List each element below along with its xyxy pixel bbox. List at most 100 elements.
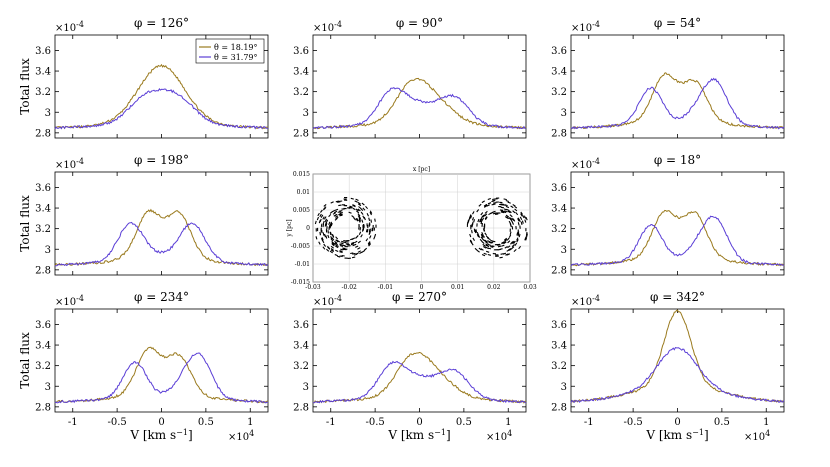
map-y-tick-label: 0.01 [297, 189, 310, 196]
panel-title: φ = 18° [654, 153, 701, 167]
x-axis-label: V [km s−1] [129, 428, 192, 442]
plot-frame [570, 34, 785, 139]
plot-frame [312, 34, 527, 139]
y-tick-label: 3.6 [35, 320, 51, 331]
panel-5: -0.03 -0.02 -0.01 0 0.01 0.02 0.03 -0.015 -0.01 -… [286, 166, 537, 291]
y-tick-label: 3.2 [35, 224, 51, 235]
y-exponent-label: ×10-4 [55, 20, 84, 34]
map-x-axis-label: x [pc] [413, 166, 430, 173]
map-y-tick-label: 0 [306, 225, 310, 232]
x-tick-label: 1 [763, 417, 769, 428]
panel-8: 2.8 3 3.2 3.4 3.6 -1 -0.5 0 0.5 1 ×10-4 φ = 270° V [… [293, 290, 527, 443]
y-exponent-label: ×10-4 [313, 20, 342, 34]
plot-frame [54, 171, 269, 276]
map-y-axis-label: y [pc] [286, 219, 293, 237]
panel-title: φ = 234° [134, 290, 189, 304]
map-y-tick-label: -0.005 [291, 243, 310, 250]
y-tick-label: 3 [303, 108, 309, 119]
panel-7: 2.8 3 3.2 3.4 3.6 -1 -0.5 0 0.5 1 ×10-4 φ = 234° Tot… [18, 290, 269, 443]
legend-entry: θ = 31.79° [214, 53, 258, 62]
x-tick-label: 0.5 [198, 417, 214, 428]
panel-title: φ = 198° [134, 153, 189, 167]
y-tick-label: 3 [303, 382, 309, 393]
y-tick-label: 3.6 [293, 320, 309, 331]
x-axis-label: V [km s−1] [387, 428, 450, 442]
map-x-tick-label: 0.01 [451, 284, 464, 291]
y-tick-label: 3 [45, 108, 51, 119]
y-tick-label: 3.6 [293, 46, 309, 57]
x-tick-label: -0.5 [623, 417, 642, 428]
plot-frame [54, 308, 269, 413]
series-line-theta-18 [54, 63, 269, 130]
y-tick-label: 3.2 [551, 87, 567, 98]
series-line-theta-31 [570, 215, 785, 267]
series-line-theta-31 [312, 360, 527, 404]
x-tick-label: 1 [247, 417, 253, 428]
y-exponent-label: ×10-4 [571, 20, 600, 34]
y-tick-label: 3 [45, 382, 51, 393]
y-tick-label: 3.2 [35, 361, 51, 372]
y-tick-label: 2.8 [551, 265, 567, 276]
x-exponent-label: ×104 [744, 429, 770, 443]
y-tick-label: 3.4 [551, 341, 567, 352]
y-tick-label: 3 [45, 245, 51, 256]
y-tick-label: 3.4 [35, 341, 51, 352]
panel-title: φ = 342° [650, 290, 705, 304]
legend-box [195, 38, 265, 64]
y-tick-label: 3.4 [293, 67, 309, 78]
y-tick-label: 3.4 [35, 204, 51, 215]
series-line-theta-31 [54, 88, 268, 130]
map-y-tick-label: 0.015 [293, 171, 310, 178]
x-tick-label: -0.5 [107, 417, 126, 428]
y-tick-label: 3.6 [551, 320, 567, 331]
x-tick-label: 0.5 [456, 417, 472, 428]
series-line-theta-31 [312, 86, 527, 130]
y-tick-label: 3 [561, 245, 567, 256]
panel-1: 2.8 3 3.2 3.4 3.6 ×10-4 φ = 126° θ = 18.19°θ = … [18, 16, 269, 139]
panel-3: 2.8 3 3.2 3.4 3.6 ×10-4 φ = 54° [551, 16, 785, 139]
y-tick-label: 3 [561, 382, 567, 393]
x-tick-label: -1 [68, 417, 78, 428]
panel-title: φ = 90° [396, 16, 443, 30]
series-line-theta-31 [570, 347, 785, 404]
y-tick-label: 3.4 [35, 67, 51, 78]
panel-6: 2.8 3 3.2 3.4 3.6 ×10-4 φ = 18° [551, 153, 785, 276]
y-tick-label: 3.6 [35, 183, 51, 194]
y-tick-label: 3.4 [551, 67, 567, 78]
y-axis-label: Total flux [18, 195, 32, 252]
map-y-tick-label: 0.005 [293, 207, 310, 214]
y-tick-label: 3 [561, 108, 567, 119]
y-axis-label: Total flux [18, 58, 32, 115]
map-x-tick-label: -0.01 [378, 284, 393, 291]
series-line-theta-18 [54, 208, 269, 267]
y-tick-label: 2.8 [293, 128, 309, 139]
x-axis-label: V [km s−1] [645, 428, 708, 442]
x-tick-label: 0 [674, 417, 680, 428]
y-tick-label: 3.4 [551, 204, 567, 215]
x-tick-label: 0.5 [714, 417, 730, 428]
y-tick-label: 2.8 [35, 265, 51, 276]
y-tick-label: 3.2 [551, 361, 567, 372]
y-tick-label: 3.2 [551, 224, 567, 235]
map-x-tick-label: 0.03 [523, 284, 537, 291]
y-exponent-label: ×10-4 [55, 157, 84, 171]
series-line-theta-31 [54, 352, 269, 404]
x-exponent-label: ×104 [486, 429, 512, 443]
panel-title: φ = 54° [654, 16, 701, 30]
y-tick-label: 2.8 [551, 402, 567, 413]
map-x-tick-label: -0.03 [305, 284, 321, 291]
y-axis-label: Total flux [18, 332, 32, 389]
legend-entry: θ = 18.19° [214, 43, 258, 52]
y-tick-label: 3.2 [293, 87, 309, 98]
y-tick-label: 3.6 [551, 46, 567, 57]
plot-frame [570, 171, 785, 276]
series-line-theta-18 [312, 351, 527, 404]
map-x-tick-label: 0 [420, 284, 424, 291]
y-tick-label: 3.6 [35, 46, 51, 57]
map-x-tick-label: -0.02 [341, 284, 357, 291]
panel-4: 2.8 3 3.2 3.4 3.6 ×10-4 φ = 198° Total flux [18, 153, 269, 276]
x-tick-label: -1 [326, 417, 336, 428]
x-tick-label: -0.5 [365, 417, 384, 428]
y-tick-label: 2.8 [35, 128, 51, 139]
